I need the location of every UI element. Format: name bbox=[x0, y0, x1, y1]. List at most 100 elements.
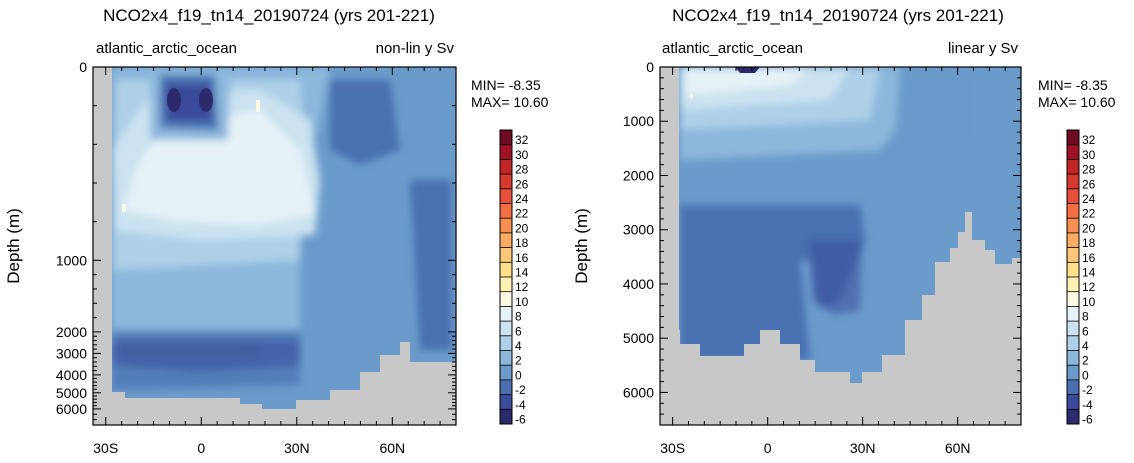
left-colorbar-label: 22 bbox=[515, 207, 529, 221]
left-colorbar-swatch bbox=[500, 335, 512, 351]
right-colorbar-label: 14 bbox=[1082, 266, 1096, 280]
left-colorbar-swatch bbox=[500, 174, 512, 190]
right-colorbar-label: 26 bbox=[1082, 177, 1096, 191]
right-colorbar-swatch bbox=[1067, 232, 1079, 248]
right-colorbar-label: 8 bbox=[1082, 310, 1089, 324]
left-colorbar-label: 26 bbox=[515, 177, 529, 191]
right-colorbar-label: -4 bbox=[1082, 398, 1093, 412]
right-colorbar-label: -2 bbox=[1082, 383, 1093, 397]
right-title: NCO2x4_f19_tn14_20190724 (yrs 201-221) bbox=[672, 6, 1004, 25]
right-colorbar-label: 2 bbox=[1082, 354, 1089, 368]
right-plot-frame bbox=[659, 66, 1022, 426]
right-colorbar-label: 30 bbox=[1082, 148, 1096, 162]
right-colorbar-label: 20 bbox=[1082, 221, 1096, 235]
left-colorbar-label: 4 bbox=[515, 339, 522, 353]
left-colorbar-label: 18 bbox=[515, 236, 529, 250]
left-ylabel: Depth (m) bbox=[4, 208, 23, 284]
right-colorbar-label: 10 bbox=[1082, 295, 1096, 309]
right-y-axis: 0 1000 2000 3000 4000 5000 6000 bbox=[623, 59, 1021, 415]
left-colorbar-label: -2 bbox=[515, 383, 526, 397]
right-colorbar-swatch bbox=[1067, 130, 1079, 145]
right-ytick-label: 2000 bbox=[623, 167, 654, 183]
right-colorbar-label: 28 bbox=[1082, 163, 1096, 177]
right-colorbar-swatch bbox=[1067, 277, 1079, 292]
right-ylabel: Depth (m) bbox=[572, 208, 591, 284]
right-xtick-label: 30S bbox=[660, 440, 685, 456]
right-colorbar-label: -6 bbox=[1082, 413, 1093, 427]
left-xtick-label: 0 bbox=[197, 440, 205, 456]
left-colorbar-label: 14 bbox=[515, 266, 529, 280]
left-colorbar-label: 12 bbox=[515, 280, 529, 294]
right-colorbar-swatch bbox=[1067, 262, 1079, 278]
left-ytick-label: 6000 bbox=[56, 401, 87, 417]
left-colorbar-label: 28 bbox=[515, 163, 529, 177]
right-xtick-label: 60N bbox=[945, 440, 971, 456]
left-ytick-label: 2000 bbox=[56, 324, 87, 340]
left-colorbar-swatch bbox=[500, 409, 512, 425]
right-ytick-label: 5000 bbox=[623, 330, 654, 346]
left-scale-label: non-lin y Sv bbox=[376, 40, 455, 57]
right-colorbar-swatch bbox=[1067, 159, 1079, 175]
right-colorbar-label: 0 bbox=[1082, 368, 1089, 382]
right-colorbar-swatch bbox=[1067, 335, 1079, 351]
left-colorbar-label: 8 bbox=[515, 310, 522, 324]
left-colorbar-label: 32 bbox=[515, 133, 529, 147]
right-x-axis: 30S 0 30N 60N bbox=[660, 67, 1006, 456]
right-colorbar-label: 12 bbox=[1082, 280, 1096, 294]
left-ytick-label: 3000 bbox=[56, 345, 87, 361]
left-colorbar-label: 16 bbox=[515, 251, 529, 265]
left-colorbar-swatch bbox=[500, 247, 512, 263]
left-colorbar-swatch bbox=[500, 394, 512, 410]
right-colorbar-swatch bbox=[1067, 144, 1079, 160]
right-colorbar-swatch bbox=[1067, 174, 1079, 190]
right-ytick-label: 1000 bbox=[623, 113, 654, 129]
right-colorbar-swatch bbox=[1067, 409, 1079, 425]
right-colorbar-label: 18 bbox=[1082, 236, 1096, 250]
right-colorbar-swatch bbox=[1067, 188, 1079, 204]
left-max-label: MAX= 10.60 bbox=[471, 94, 549, 110]
left-colorbar-swatch bbox=[500, 321, 512, 337]
left-colorbar-label: 2 bbox=[515, 354, 522, 368]
right-plot-area bbox=[660, 67, 1021, 425]
left-colorbar-swatch bbox=[500, 350, 512, 366]
left-colorbar-label: 0 bbox=[515, 368, 522, 382]
left-colorbar-swatch bbox=[500, 203, 512, 219]
left-ytick-label: 5000 bbox=[56, 385, 87, 401]
right-xtick-label: 30N bbox=[850, 440, 876, 456]
right-colorbar-label: 16 bbox=[1082, 251, 1096, 265]
left-colorbar-swatch bbox=[500, 262, 512, 278]
left-ytick-label: 4000 bbox=[56, 367, 87, 383]
left-colorbar-swatch bbox=[500, 159, 512, 175]
left-colorbar-label: -6 bbox=[515, 413, 526, 427]
right-ytick-label: 6000 bbox=[623, 384, 654, 400]
right-colorbar-label: 6 bbox=[1082, 324, 1089, 338]
right-ytick-label: 4000 bbox=[623, 276, 654, 292]
left-colorbar-swatch bbox=[500, 218, 512, 234]
left-colorbar-swatch bbox=[500, 365, 512, 381]
right-colorbar-swatch bbox=[1067, 365, 1079, 381]
left-colorbar-label: -4 bbox=[515, 398, 526, 412]
right-xtick-label: 0 bbox=[764, 440, 772, 456]
right-max-label: MAX= 10.60 bbox=[1038, 94, 1116, 110]
left-plot-frame bbox=[92, 66, 457, 426]
right-region-label: atlantic_arctic_ocean bbox=[662, 40, 803, 57]
right-colorbar-swatch bbox=[1067, 291, 1079, 307]
right-colorbar-label: 4 bbox=[1082, 339, 1089, 353]
right-colorbar-label: 32 bbox=[1082, 133, 1096, 147]
left-plot-area bbox=[93, 67, 456, 425]
right-scale-label: linear y Sv bbox=[948, 40, 1019, 57]
left-region-label: atlantic_arctic_ocean bbox=[96, 40, 237, 57]
right-colorbar-swatch bbox=[1067, 394, 1079, 410]
left-colorbar-swatch bbox=[500, 130, 512, 145]
left-colorbar-label: 20 bbox=[515, 221, 529, 235]
left-title: NCO2x4_f19_tn14_20190724 (yrs 201-221) bbox=[103, 6, 435, 25]
left-colorbar-swatch bbox=[500, 277, 512, 292]
right-colorbar-label: 24 bbox=[1082, 192, 1096, 206]
left-colorbar-label: 10 bbox=[515, 295, 529, 309]
right-ytick-label: 0 bbox=[646, 59, 654, 75]
right-colorbar-swatch bbox=[1067, 306, 1079, 322]
right-colorbar-swatch bbox=[1067, 218, 1079, 234]
right-colorbar-swatch bbox=[1067, 203, 1079, 219]
